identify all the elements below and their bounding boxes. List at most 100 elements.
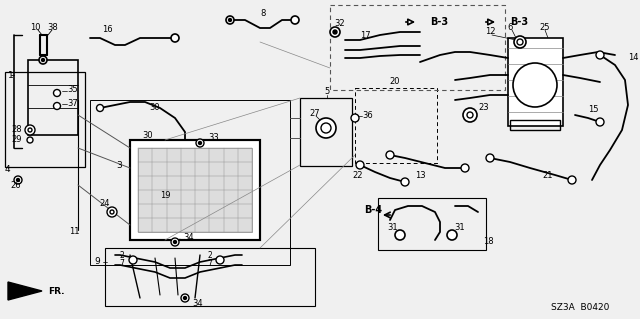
Text: SZ3A  B0420: SZ3A B0420: [551, 303, 609, 313]
Text: 33: 33: [208, 133, 219, 143]
Circle shape: [228, 19, 232, 21]
Circle shape: [171, 238, 179, 246]
Circle shape: [14, 176, 22, 184]
Bar: [300, 98, 352, 166]
Text: 30: 30: [150, 103, 160, 113]
Text: 16: 16: [102, 26, 112, 34]
Circle shape: [171, 34, 179, 42]
Circle shape: [351, 114, 359, 122]
Text: B-3: B-3: [430, 17, 448, 27]
Text: 30: 30: [143, 130, 154, 139]
Circle shape: [129, 256, 137, 264]
Text: 10: 10: [29, 24, 40, 33]
Text: 32: 32: [335, 19, 346, 28]
Bar: [130, 140, 260, 240]
Bar: [510, 120, 560, 130]
Circle shape: [54, 90, 61, 97]
Bar: [105, 248, 315, 306]
Bar: [508, 38, 563, 126]
Circle shape: [27, 137, 33, 143]
Text: 13: 13: [415, 170, 426, 180]
Text: 3: 3: [116, 160, 122, 169]
Circle shape: [110, 210, 114, 214]
Bar: [5, 72, 85, 167]
Bar: [130, 140, 260, 240]
Bar: [378, 198, 486, 250]
Text: 15: 15: [588, 106, 598, 115]
Text: 23: 23: [478, 103, 488, 113]
Text: FR.: FR.: [48, 286, 65, 295]
Text: 19: 19: [160, 190, 170, 199]
Circle shape: [198, 142, 202, 145]
Text: 18: 18: [483, 238, 493, 247]
Text: B-3: B-3: [510, 17, 528, 27]
Text: 8: 8: [260, 9, 266, 18]
Text: 6: 6: [508, 23, 513, 32]
Text: 24: 24: [100, 199, 110, 209]
Text: 20: 20: [390, 78, 400, 86]
Text: 2: 2: [207, 251, 212, 261]
Circle shape: [291, 16, 299, 24]
Text: 22: 22: [353, 172, 364, 181]
Text: 26: 26: [10, 182, 20, 190]
Circle shape: [28, 128, 32, 132]
Circle shape: [463, 108, 477, 122]
Bar: [330, 5, 505, 90]
Text: 37: 37: [67, 99, 77, 108]
Circle shape: [42, 58, 45, 62]
Text: 28: 28: [12, 125, 22, 135]
Text: 17: 17: [360, 31, 371, 40]
Text: 12: 12: [484, 27, 495, 36]
Circle shape: [39, 56, 47, 64]
Circle shape: [514, 36, 526, 48]
Text: 21: 21: [543, 170, 553, 180]
Circle shape: [395, 230, 405, 240]
Text: 27: 27: [310, 108, 320, 117]
Circle shape: [330, 27, 340, 37]
Circle shape: [517, 39, 523, 45]
Text: 1: 1: [8, 70, 13, 79]
Circle shape: [467, 112, 473, 118]
Text: 34: 34: [183, 233, 194, 241]
Circle shape: [97, 105, 104, 112]
Circle shape: [173, 241, 177, 243]
Bar: [355, 88, 437, 163]
Text: 38: 38: [47, 24, 58, 33]
Text: 5: 5: [324, 87, 330, 97]
Circle shape: [447, 230, 457, 240]
Circle shape: [226, 16, 234, 24]
Text: 34: 34: [192, 299, 203, 308]
Circle shape: [184, 296, 186, 300]
Circle shape: [54, 102, 61, 109]
Circle shape: [216, 256, 224, 264]
Text: 31: 31: [454, 222, 465, 232]
Text: 25: 25: [540, 23, 550, 32]
Circle shape: [196, 139, 204, 147]
Circle shape: [316, 118, 336, 138]
Circle shape: [461, 164, 469, 172]
Text: 2: 2: [120, 251, 124, 261]
Text: 36: 36: [362, 110, 372, 120]
Bar: [138, 148, 252, 232]
Circle shape: [401, 178, 409, 186]
Circle shape: [486, 154, 494, 162]
Text: 35: 35: [67, 85, 77, 94]
Text: 9: 9: [94, 257, 100, 266]
Text: 7: 7: [120, 259, 124, 269]
Text: 31: 31: [388, 222, 398, 232]
Text: 4: 4: [5, 166, 11, 174]
Circle shape: [513, 63, 557, 107]
Text: 14: 14: [628, 54, 639, 63]
Circle shape: [596, 51, 604, 59]
Text: 11: 11: [68, 227, 79, 236]
Bar: [28, 60, 78, 135]
Text: 29: 29: [12, 136, 22, 145]
Circle shape: [25, 125, 35, 135]
Circle shape: [568, 176, 576, 184]
Text: 7: 7: [207, 259, 212, 269]
Circle shape: [107, 207, 117, 217]
Bar: [90, 100, 290, 265]
Text: B-4: B-4: [364, 205, 382, 215]
Circle shape: [321, 123, 331, 133]
Circle shape: [596, 118, 604, 126]
